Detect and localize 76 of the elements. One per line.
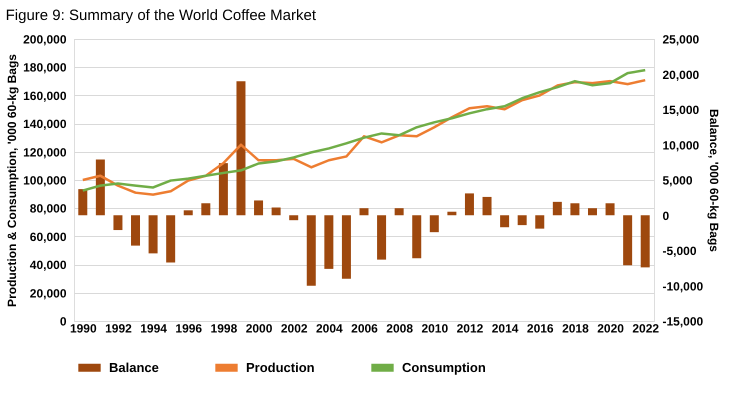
bar	[394, 208, 404, 216]
bar	[500, 215, 510, 228]
legend-label: Production	[246, 360, 315, 375]
y-tick-label: 100,000	[23, 174, 67, 188]
legend-label: Consumption	[402, 360, 486, 375]
y-tick-label: 80,000	[30, 202, 67, 216]
bar	[342, 215, 351, 279]
x-tick-label: 2014	[492, 322, 519, 336]
y-tick-label: 200,000	[23, 32, 67, 46]
x-tick-label: 2006	[351, 322, 378, 336]
bar	[430, 215, 439, 232]
x-tick-label: 2018	[562, 322, 590, 336]
x-tick-label: 1992	[105, 322, 132, 336]
x-tick-label: 2002	[280, 322, 308, 336]
bar	[131, 215, 140, 246]
bar	[552, 202, 562, 216]
x-tick-label: 2010	[421, 322, 448, 336]
legend-label: Balance	[109, 360, 159, 375]
bar	[148, 215, 158, 254]
y-axis-title: Production & Consumption, '000 60-kg Bags	[5, 54, 20, 307]
y2-tick-label: 20,000	[662, 68, 700, 82]
y-tick-label: 0	[60, 314, 67, 328]
bar	[78, 189, 88, 216]
x-tick-label: 1998	[210, 322, 238, 336]
bar	[236, 81, 246, 216]
x-tick-label: 2004	[316, 322, 344, 336]
y-tick-label: 120,000	[23, 145, 67, 160]
y-tick-label: 20,000	[30, 286, 67, 300]
x-tick-label: 1990	[70, 322, 97, 336]
x-tick-label: 1996	[175, 322, 202, 336]
y2-axis-title: Balance, '000 60-kg Bags	[707, 109, 722, 252]
bar	[289, 215, 298, 220]
x-tick-label: 2022	[632, 322, 660, 336]
y-tick-label: 160,000	[23, 88, 67, 103]
y2-tick-label: 25,000	[662, 32, 700, 46]
bar	[306, 215, 316, 286]
y2-tick-label: -10,000	[662, 279, 704, 294]
y-tick-label: 40,000	[30, 258, 67, 272]
bar	[377, 215, 386, 260]
y2-tick-label: -5,000	[662, 244, 697, 258]
x-tick-label: 1994	[140, 322, 168, 336]
y-tick-label: 60,000	[30, 230, 67, 244]
y-tick-label: 180,000	[23, 60, 67, 75]
bar	[184, 210, 193, 216]
bar	[360, 208, 368, 216]
x-tick-label: 2020	[597, 322, 624, 336]
y2-tick-label: 0	[662, 208, 670, 223]
bar	[324, 215, 334, 269]
bar	[464, 193, 474, 216]
bar	[201, 203, 210, 216]
bar	[482, 196, 492, 216]
y2-tick-label: -15,000	[662, 314, 704, 328]
bar	[623, 215, 632, 266]
bar	[640, 215, 650, 268]
bar	[218, 163, 228, 216]
bar	[412, 215, 422, 258]
x-tick-label: 2016	[526, 322, 554, 336]
bar	[588, 208, 597, 216]
x-tick-label: 2012	[456, 322, 484, 336]
bar	[535, 215, 544, 229]
bar	[254, 200, 264, 216]
y2-tick-label: 10,000	[662, 138, 700, 152]
bar	[96, 160, 105, 216]
bar	[518, 215, 527, 226]
bar	[570, 203, 580, 216]
chart-title: Figure 9: Summary of the World Coffee Market	[6, 7, 317, 24]
bar	[166, 215, 176, 262]
bar	[113, 215, 122, 230]
bar	[447, 212, 456, 216]
y2-tick-label: 5,000	[662, 174, 693, 188]
x-tick-label: 2008	[386, 322, 414, 336]
bar	[606, 203, 615, 216]
bar	[272, 207, 281, 216]
x-tick-label: 2000	[246, 322, 273, 336]
y-tick-label: 140,000	[23, 117, 67, 132]
y2-tick-label: 15,000	[662, 103, 700, 117]
